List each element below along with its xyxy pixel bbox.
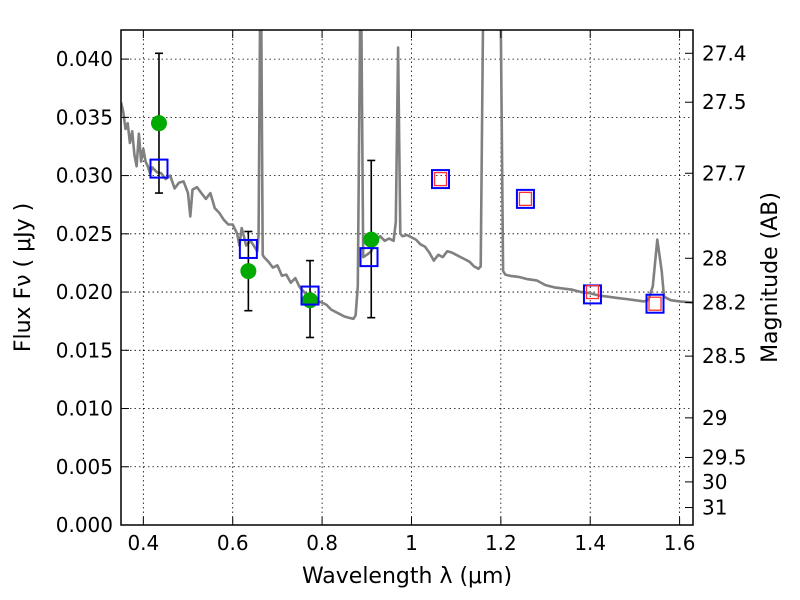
x-tick-label: 1.6 [664, 531, 696, 555]
template-spectrum-line [121, 30, 693, 321]
observed-flux-point [150, 115, 167, 132]
y-tick-label: 0.020 [56, 280, 113, 304]
y2-tick-label: 29.5 [702, 445, 747, 469]
model-flux-square [300, 285, 320, 306]
observed-flux-point [240, 263, 257, 280]
y2-tick-label: 27.7 [702, 161, 747, 185]
upper-limit-square [585, 284, 600, 300]
y2-tick-label: 27.5 [702, 90, 747, 114]
y2-tick-label: 30 [702, 470, 727, 494]
y-tick-label: 0.035 [56, 105, 113, 129]
y-tick-label: 0.000 [56, 513, 113, 537]
model-flux-square [515, 188, 535, 209]
model-flux-square [431, 169, 451, 190]
y2-tick-label: 29 [702, 406, 727, 430]
axes-frame [120, 29, 694, 526]
y2-tick-label: 28.2 [702, 291, 747, 315]
y-tick-label: 0.005 [56, 455, 113, 479]
right-axis-title: Magnitude (AB) [758, 192, 783, 363]
y-tick-label: 0.040 [56, 47, 113, 71]
y2-tick-label: 28 [702, 246, 727, 270]
model-flux-square [149, 158, 169, 179]
x-tick-label: 0.8 [306, 531, 338, 555]
y2-tick-label: 28.5 [702, 344, 747, 368]
y-tick-label: 0.025 [56, 222, 113, 246]
model-flux-square [359, 247, 379, 268]
y-axis-title: Flux Fν ( μJy ) [11, 203, 36, 352]
observed-flux-point [363, 231, 380, 248]
axis-ticks: 0.4 0.6 0.8 1 1.2 1.4 1.6 0.000 0.005 0.010 0.015 0… [56, 30, 747, 555]
model-flux-square [238, 238, 258, 259]
x-tick-label: 1.4 [574, 531, 606, 555]
y-tick-label: 0.030 [56, 164, 113, 188]
y2-tick-label: 31 [702, 496, 727, 520]
upper-limit-square [518, 191, 533, 207]
plot-area [121, 30, 693, 339]
y-tick-label: 0.015 [56, 338, 113, 362]
model-flux-square [645, 293, 665, 314]
observed-flux-point [302, 292, 319, 309]
grid-lines [121, 30, 693, 525]
x-tick-label: 0.6 [217, 531, 249, 555]
x-tick-label: 1.2 [485, 531, 517, 555]
upper-limit-square [648, 296, 662, 311]
upper-limit-square [433, 171, 448, 187]
x-tick-label: 0.4 [127, 531, 159, 555]
y-tick-label: 0.010 [56, 397, 113, 421]
y2-tick-label: 27.4 [702, 41, 747, 65]
x-tick-label: 1 [405, 531, 418, 555]
x-axis-title: Wavelength λ (μm) [302, 564, 512, 589]
